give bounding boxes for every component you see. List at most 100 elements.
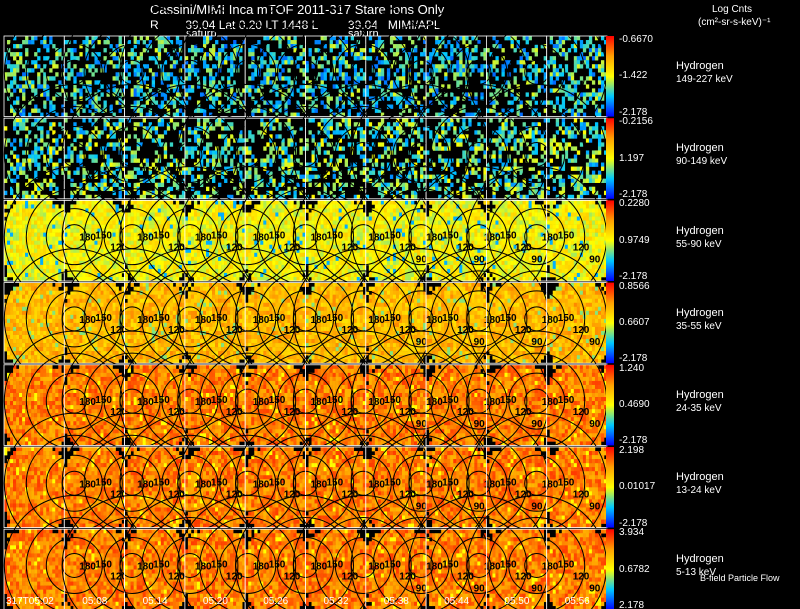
- heatmap-cell: [212, 159, 215, 163]
- heatmap-cell: [70, 229, 73, 233]
- heatmap-cell: [22, 72, 25, 76]
- heatmap-cell: [134, 154, 137, 158]
- heatmap-cell: [601, 68, 604, 72]
- heatmap-cell: [598, 88, 601, 92]
- heatmap-cell: [312, 138, 315, 142]
- heatmap-cell: [188, 150, 191, 154]
- heatmap-cell: [128, 175, 131, 179]
- heatmap-cell: [553, 134, 556, 138]
- heatmap-cell: [559, 146, 562, 150]
- heatmap-cell: [128, 52, 131, 56]
- heatmap-cell: [131, 265, 134, 269]
- heatmap-cell: [73, 40, 76, 44]
- heatmap-cell: [110, 225, 113, 229]
- heatmap-cell: [116, 72, 119, 76]
- heatmap-cell: [568, 84, 571, 88]
- heatmap-cell: [435, 52, 438, 56]
- heatmap-cell: [37, 84, 40, 88]
- heatmap-cell: [52, 237, 55, 241]
- heatmap-cell: [526, 36, 529, 40]
- heatmap-cell: [248, 150, 251, 154]
- heatmap-cell: [103, 122, 106, 126]
- heatmap-cell: [128, 237, 131, 241]
- heatmap-cell: [79, 273, 82, 277]
- heatmap-cell: [336, 44, 339, 48]
- heatmap-cell: [88, 40, 91, 44]
- heatmap-cell: [176, 109, 179, 113]
- heatmap-cell: [601, 167, 604, 171]
- heatmap-cell: [128, 171, 131, 175]
- heatmap-cell: [158, 261, 161, 265]
- heatmap-cell: [131, 217, 134, 221]
- heatmap-cell: [49, 208, 52, 212]
- heatmap-cell: [113, 225, 116, 229]
- heatmap-cell: [399, 105, 402, 109]
- heatmap-cell: [495, 138, 498, 142]
- heatmap-cell: [22, 229, 25, 233]
- heatmap-cell: [224, 159, 227, 163]
- heatmap-cell: [309, 183, 312, 187]
- heatmap-cell: [82, 257, 85, 261]
- heatmap-cell: [299, 56, 302, 60]
- heatmap-cell: [384, 60, 387, 64]
- heatmap-cell: [34, 200, 37, 204]
- heatmap-cell: [37, 167, 40, 171]
- heatmap-cell: [230, 88, 233, 92]
- heatmap-cell: [82, 212, 85, 216]
- heatmap-cell: [125, 146, 128, 150]
- heatmap-cell: [31, 191, 34, 195]
- heatmap-cell: [103, 48, 106, 52]
- heatmap-cell: [119, 122, 122, 126]
- heatmap-cell: [299, 150, 302, 154]
- heatmap-cell: [378, 72, 381, 76]
- heatmap-cell: [360, 68, 363, 72]
- heatmap-cell: [414, 130, 417, 134]
- heatmap-cell: [553, 150, 556, 154]
- heatmap-cell: [64, 221, 67, 225]
- heatmap-cell: [149, 68, 152, 72]
- heatmap-cell: [218, 48, 221, 52]
- heatmap-cell: [73, 84, 76, 88]
- heatmap-cell: [4, 191, 7, 195]
- heatmap-cell: [541, 138, 544, 142]
- heatmap-cell: [480, 52, 483, 56]
- heatmap-cell: [131, 159, 134, 163]
- heatmap-cell: [143, 257, 146, 261]
- heatmap-cell: [40, 221, 43, 225]
- heatmap-cell: [477, 122, 480, 126]
- heatmap-cell: [378, 76, 381, 80]
- heatmap-cell: [34, 245, 37, 249]
- heatmap-cell: [275, 36, 278, 40]
- heatmap-cell: [94, 142, 97, 146]
- heatmap-cell: [113, 229, 116, 233]
- heatmap-cell: [384, 126, 387, 130]
- heatmap-cell: [532, 183, 535, 187]
- heatmap-cell: [28, 154, 31, 158]
- heatmap-cell: [28, 40, 31, 44]
- heatmap-cell: [143, 48, 146, 52]
- heatmap-cell: [34, 253, 37, 257]
- heatmap-cell: [287, 56, 290, 60]
- heatmap-cell: [601, 64, 604, 68]
- heatmap-cell: [131, 237, 134, 241]
- heatmap-cell: [110, 126, 113, 130]
- heatmap-cell: [212, 179, 215, 183]
- heatmap-cell: [113, 76, 116, 80]
- heatmap-cell: [16, 130, 19, 134]
- heatmap-cell: [586, 167, 589, 171]
- heatmap-cell: [7, 84, 10, 88]
- heatmap-cell: [375, 64, 378, 68]
- heatmap-cell: [194, 52, 197, 56]
- heatmap-cell: [290, 80, 293, 84]
- heatmap-cell: [82, 171, 85, 175]
- heatmap-cell: [501, 64, 504, 68]
- heatmap-cell: [532, 150, 535, 154]
- heatmap-cell: [13, 80, 16, 84]
- heatmap-cell: [541, 68, 544, 72]
- heatmap-cell: [227, 138, 230, 142]
- heatmap-cell: [477, 68, 480, 72]
- heatmap-cell: [420, 154, 423, 158]
- heatmap-cell: [10, 257, 13, 261]
- heatmap-cell: [155, 130, 158, 134]
- heatmap-cell: [22, 88, 25, 92]
